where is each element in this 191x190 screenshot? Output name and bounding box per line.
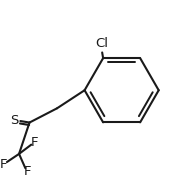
Text: Cl: Cl (96, 37, 109, 50)
Text: F: F (0, 158, 7, 171)
Text: S: S (11, 114, 19, 127)
Text: F: F (23, 165, 31, 178)
Text: F: F (31, 136, 38, 149)
